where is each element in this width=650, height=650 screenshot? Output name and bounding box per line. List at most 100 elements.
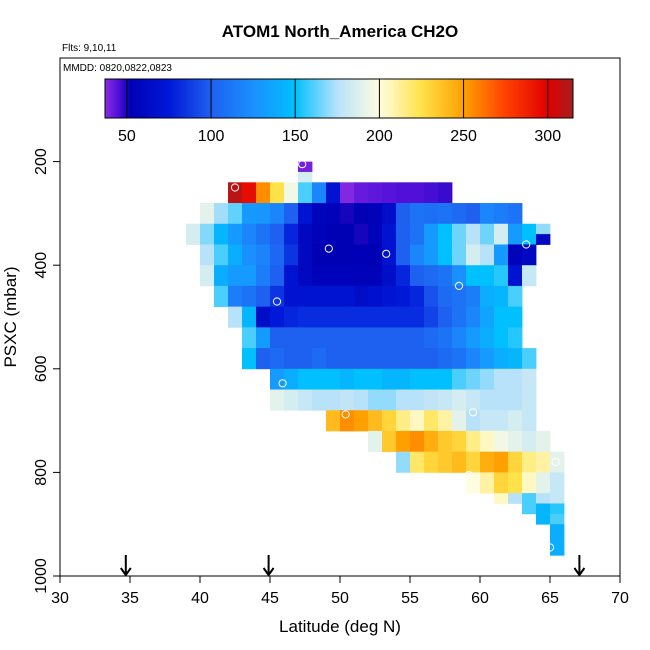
- heatmap-cell: [340, 265, 355, 276]
- heatmap-cell: [452, 254, 467, 266]
- heatmap-cell: [326, 203, 341, 214]
- heatmap-cell: [466, 389, 481, 401]
- heatmap-cell: [242, 296, 257, 308]
- heatmap-cell: [382, 275, 397, 287]
- heatmap-cell: [242, 265, 257, 276]
- heatmap-cell: [340, 317, 355, 328]
- heatmap-cell: [550, 472, 565, 484]
- heatmap-cell: [550, 462, 565, 473]
- heatmap-cell: [270, 399, 285, 411]
- heatmap-cell: [228, 244, 243, 256]
- heatmap-cell: [494, 275, 509, 287]
- heatmap-cell: [480, 430, 495, 442]
- heatmap-cell: [508, 410, 523, 421]
- heatmap-cell: [480, 348, 495, 359]
- heatmap-cell: [228, 296, 243, 308]
- heatmap-cell: [424, 441, 439, 453]
- heatmap-cell: [242, 213, 257, 225]
- heatmap-cell: [228, 254, 243, 266]
- heatmap-cell: [438, 348, 453, 359]
- heatmap-cell: [438, 213, 453, 225]
- heatmap-cell: [522, 399, 537, 411]
- heatmap-cell: [284, 182, 299, 194]
- heatmap-cell: [298, 285, 313, 297]
- heatmap-cell: [312, 399, 327, 411]
- heatmap-cell: [368, 337, 383, 349]
- heatmap-cell: [424, 244, 439, 256]
- heatmap-cell: [354, 379, 369, 390]
- heatmap-cell: [354, 317, 369, 328]
- heatmap-cell: [326, 296, 341, 308]
- flight-marker: [324, 244, 333, 253]
- heatmap-cell: [536, 451, 551, 463]
- heatmap-cell: [284, 192, 299, 204]
- heatmap-cell: [550, 513, 565, 525]
- heatmap-cell: [438, 379, 453, 390]
- heatmap-cell: [354, 327, 369, 339]
- heatmap-cell: [480, 389, 495, 401]
- heatmap-cell: [508, 265, 523, 276]
- heatmap-cell: [340, 254, 355, 266]
- heatmap-cell: [396, 337, 411, 349]
- heatmap-cell: [410, 244, 425, 256]
- x-tick-label: 55: [401, 590, 419, 607]
- heatmap-cell: [522, 441, 537, 453]
- heatmap-cell: [494, 254, 509, 266]
- heatmap-cell: [494, 410, 509, 421]
- heatmap-cell: [354, 182, 369, 194]
- heatmap-cell: [200, 265, 215, 276]
- heatmap-cell: [382, 223, 397, 235]
- heatmap-cell: [424, 203, 439, 214]
- heatmap-cell: [480, 379, 495, 390]
- heatmap-cell: [452, 348, 467, 359]
- heatmap-cell: [522, 254, 537, 266]
- heatmap-cell: [242, 234, 257, 245]
- flight-marker: [298, 160, 307, 169]
- x-tick-label: 60: [471, 590, 489, 607]
- heatmap-cell: [410, 420, 425, 432]
- heatmap-cell: [438, 317, 453, 328]
- heatmap-cell: [340, 327, 355, 339]
- colorbar-tick-label: 250: [450, 128, 477, 145]
- heatmap-cell: [396, 410, 411, 421]
- heatmap-cell: [270, 296, 285, 308]
- heatmap-cell: [396, 285, 411, 297]
- location-arrows: [119, 555, 586, 577]
- heatmap-cell: [494, 493, 509, 504]
- heatmap-cell: [466, 472, 481, 484]
- heatmap-cell: [522, 368, 537, 380]
- heatmap-cell: [522, 482, 537, 494]
- heatmap-cell: [522, 451, 537, 463]
- heatmap-cell: [354, 203, 369, 214]
- heatmap-cell: [368, 244, 383, 256]
- heatmap-cell: [522, 358, 537, 370]
- heatmap-cell: [228, 306, 243, 318]
- heatmap-cell: [410, 192, 425, 204]
- heatmap-cell: [410, 285, 425, 297]
- heatmap-cell: [186, 223, 201, 235]
- heatmap-cell: [480, 327, 495, 339]
- heatmap-cell: [396, 399, 411, 411]
- heatmap-cell: [200, 254, 215, 266]
- heatmap-cell: [312, 348, 327, 359]
- heatmap-cell: [480, 337, 495, 349]
- heatmap-cell: [256, 244, 271, 256]
- heatmap-cell: [438, 430, 453, 442]
- heatmap-cell: [480, 482, 495, 494]
- heatmap-cell: [396, 462, 411, 473]
- heatmap-cell: [214, 203, 229, 214]
- heatmap-cell: [438, 337, 453, 349]
- heatmap-cell: [312, 254, 327, 266]
- heatmap-cell: [270, 213, 285, 225]
- heatmap-cell: [424, 192, 439, 204]
- heatmap-cell: [438, 368, 453, 380]
- heatmap-cell: [508, 420, 523, 432]
- heatmap-cell: [522, 244, 537, 256]
- heatmap-cell: [508, 389, 523, 401]
- x-axis: 30 35 40 45 50 55 60 65 70: [51, 576, 629, 607]
- x-tick-label: 65: [541, 590, 559, 607]
- heatmap-cell: [480, 462, 495, 473]
- heatmap-cell: [410, 430, 425, 442]
- heatmap-cell: [312, 285, 327, 297]
- heatmap-cell: [424, 275, 439, 287]
